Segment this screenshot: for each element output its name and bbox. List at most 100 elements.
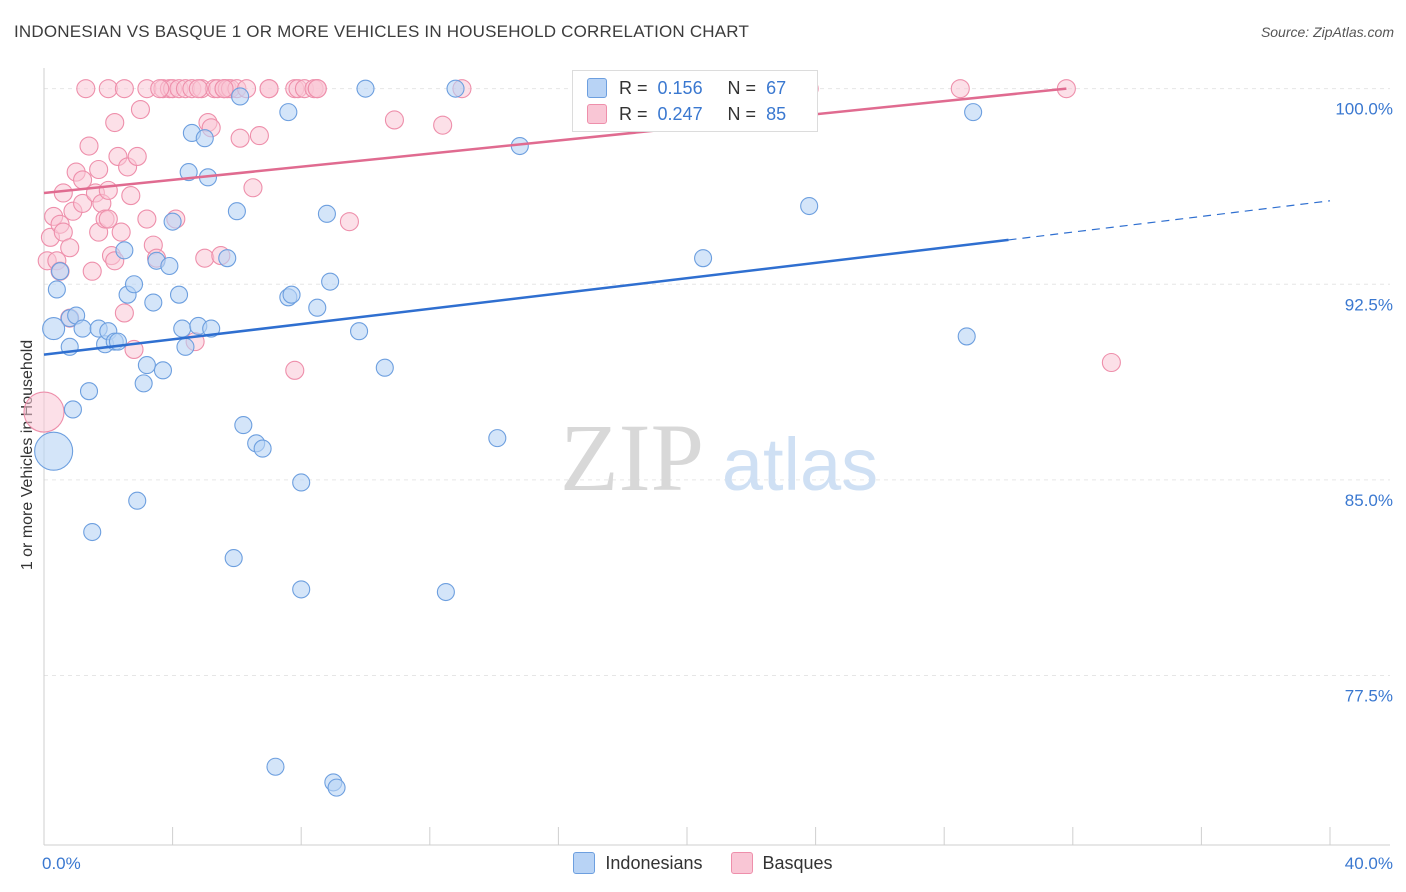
basques-point — [339, 212, 359, 232]
trend-lines — [43, 87, 1331, 356]
indonesians-point — [292, 580, 311, 599]
n-label: N = — [727, 103, 757, 124]
indonesians-point — [202, 319, 221, 338]
grid-lines — [44, 88, 1390, 676]
indonesians-point — [224, 549, 243, 568]
basques-point — [114, 79, 134, 99]
indonesians-point — [128, 491, 147, 510]
indonesians-point — [79, 382, 99, 401]
indonesians-point — [375, 358, 394, 377]
x-tick-label: 40.0% — [1345, 854, 1393, 873]
basques-point — [130, 99, 150, 120]
basques-point — [111, 222, 131, 242]
indonesians-point — [321, 272, 340, 291]
indonesians-point — [115, 241, 134, 260]
indonesians-point — [964, 103, 983, 122]
basques-point — [127, 146, 147, 167]
y-tick-label: 85.0% — [1345, 491, 1393, 510]
watermark-atlas: atlas — [722, 423, 878, 506]
indonesians-point — [34, 431, 74, 471]
basques-point — [950, 79, 970, 99]
indonesians-point — [279, 103, 298, 122]
r-label: R = — [619, 77, 648, 98]
stats-row-indonesians: R = 0.156 N = 67 — [587, 76, 786, 100]
basques-point — [285, 360, 305, 380]
indonesians-point — [169, 285, 189, 304]
indonesians-point — [47, 280, 66, 299]
basques-point — [79, 136, 99, 156]
legend-label-indonesians: Indonesians — [605, 852, 703, 873]
basques-point — [76, 79, 96, 99]
basques-point — [150, 79, 170, 99]
basques-point — [1101, 352, 1121, 373]
indonesians-swatch — [587, 78, 607, 98]
indonesians-point — [308, 298, 327, 317]
basques-swatch — [730, 852, 753, 874]
indonesians-point — [218, 249, 237, 268]
basques-point — [230, 128, 250, 148]
basques-point — [82, 261, 102, 281]
indonesians-point — [694, 249, 713, 268]
n-label: N = — [727, 77, 757, 98]
basques-point — [98, 79, 118, 99]
indonesians-point — [488, 429, 507, 448]
indonesians-point — [83, 522, 102, 542]
bottom-legend: Indonesians Basques — [0, 852, 1406, 874]
indonesians-point — [266, 757, 285, 776]
indonesians-swatch — [573, 852, 596, 874]
indonesians-point — [179, 163, 198, 182]
legend-label-basques: Basques — [762, 852, 833, 873]
chart-title: INDONESIAN VS BASQUE 1 OR MORE VEHICLES … — [14, 22, 750, 41]
indonesians-point — [163, 212, 182, 231]
indonesians-point — [231, 87, 250, 106]
indonesians-point — [317, 204, 336, 223]
basques-points — [23, 79, 1121, 433]
indonesians-point — [63, 400, 82, 419]
indonesians-point — [800, 196, 819, 216]
r-label: R = — [619, 103, 648, 124]
basques-point — [114, 303, 134, 323]
stats-legend: R = 0.156 N = 67 R = 0.247 N = 85 — [572, 70, 818, 132]
indonesians-point — [292, 473, 311, 492]
legend-item-basques[interactable]: Basques — [730, 852, 833, 874]
n-value: 85 — [766, 103, 787, 124]
basques-point — [121, 186, 141, 206]
basques-point — [98, 209, 118, 229]
indonesians-point — [153, 361, 173, 380]
basques-point — [188, 79, 208, 99]
basques-point — [98, 180, 118, 200]
basques-point — [243, 178, 263, 198]
indonesians-point — [957, 327, 976, 346]
y-tick-label: 92.5% — [1345, 295, 1393, 314]
n-value: 67 — [766, 77, 787, 98]
basques-point — [73, 193, 93, 213]
indonesians-point — [282, 285, 301, 304]
basques-point — [105, 113, 125, 133]
legend-item-indonesians[interactable]: Indonesians — [573, 852, 703, 874]
indonesians-point — [42, 317, 66, 341]
indonesians-point — [227, 202, 246, 221]
indonesians-point — [176, 337, 195, 356]
indonesians-point — [195, 129, 214, 148]
indonesians-points — [34, 79, 983, 797]
indonesians-point — [234, 416, 253, 435]
basques-point — [433, 115, 453, 135]
r-value: 0.247 — [657, 103, 703, 124]
indonesians-point — [446, 79, 465, 98]
indonesians-point — [253, 439, 272, 458]
basques-point — [137, 209, 157, 229]
watermark-zip: ZIP — [560, 404, 704, 511]
y-tick-label: 77.5% — [1345, 686, 1393, 705]
basques-point — [384, 110, 404, 130]
indonesians-point — [160, 256, 179, 276]
indonesians-point — [173, 319, 192, 338]
source-label: Source: ZipAtlas.com — [1260, 24, 1394, 40]
indonesians-point — [356, 79, 375, 98]
r-value: 0.156 — [657, 77, 703, 98]
basques-trend-line — [43, 87, 1067, 195]
indonesians-trend-extension — [1008, 200, 1331, 241]
tick-labels: 77.5% 85.0% 92.5% 100.0% 0.0% 40.0% — [42, 100, 1393, 873]
watermark: ZIP atlas — [560, 404, 878, 511]
stats-row-basques: R = 0.247 N = 85 — [587, 102, 786, 126]
